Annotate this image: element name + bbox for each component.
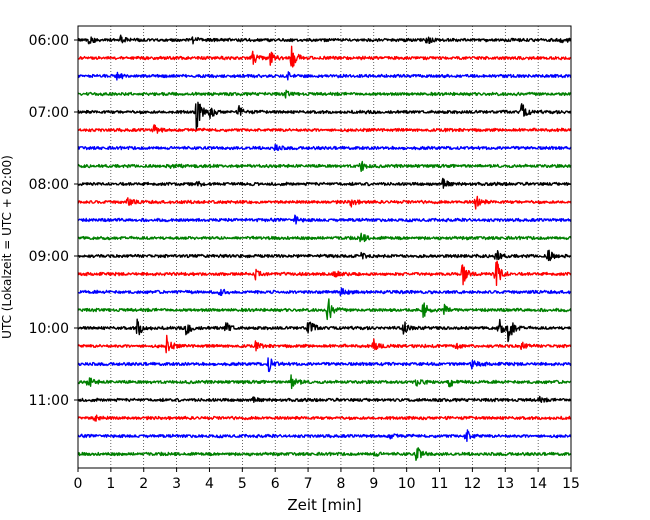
x-tick-label: 3 (172, 476, 181, 492)
x-tick-label: 2 (139, 476, 148, 492)
trace-line (77, 357, 572, 373)
trace-line (77, 89, 572, 99)
trace-line (77, 232, 572, 243)
trace-line (77, 177, 572, 189)
trace-line (77, 249, 572, 262)
trace-line (77, 334, 572, 354)
y-tick-label: 07:00 (29, 105, 69, 121)
x-tick-label: 1 (106, 476, 115, 492)
x-tick-label: 14 (529, 476, 547, 492)
trace-line (77, 447, 572, 462)
y-axis: 06:00 07:00 08:00 09:00 10:00 11:00 (29, 33, 78, 409)
x-tick-label: 12 (463, 476, 481, 492)
trace-line (77, 45, 572, 68)
trace-line (77, 429, 572, 443)
trace-line (77, 71, 572, 81)
trace-line (77, 124, 572, 134)
trace-line (77, 260, 572, 287)
x-tick-label: 13 (496, 476, 514, 492)
x-axis-label: Zeit [min] (287, 496, 361, 514)
y-tick-label: 10:00 (29, 321, 69, 337)
x-tick-label: 8 (336, 476, 345, 492)
y-tick-label: 06:00 (29, 33, 69, 49)
x-tick-label: 7 (304, 476, 313, 492)
x-tick-label: 6 (271, 476, 280, 492)
trace-line (77, 414, 572, 422)
y-tick-label: 09:00 (29, 249, 69, 265)
trace-line (77, 160, 572, 173)
trace-line (77, 395, 572, 403)
trace-line (77, 34, 572, 45)
y-tick-label: 11:00 (29, 393, 69, 409)
x-axis: 0 1 2 3 4 5 6 7 8 9 10 11 12 13 14 15 (74, 468, 580, 492)
x-tick-label: 4 (205, 476, 214, 492)
y-tick-label: 08:00 (29, 177, 69, 193)
x-tick-label: 10 (398, 476, 416, 492)
trace-line (77, 374, 572, 390)
x-tick-label: 15 (562, 476, 580, 492)
x-tick-label: 11 (431, 476, 449, 492)
y-axis-label: UTC (Lokalzeit = UTC + 02:00) (0, 155, 14, 339)
trace-line (77, 298, 572, 321)
trace-line (77, 143, 572, 152)
traces (77, 34, 572, 462)
x-tick-label: 5 (238, 476, 247, 492)
trace-line (77, 287, 572, 297)
x-tick-label: 9 (369, 476, 378, 492)
trace-line (77, 318, 572, 343)
trace-line (77, 195, 572, 210)
x-tick-label: 0 (74, 476, 83, 492)
trace-line (77, 101, 572, 131)
trace-line (77, 214, 572, 225)
plot-frame (77, 25, 572, 469)
